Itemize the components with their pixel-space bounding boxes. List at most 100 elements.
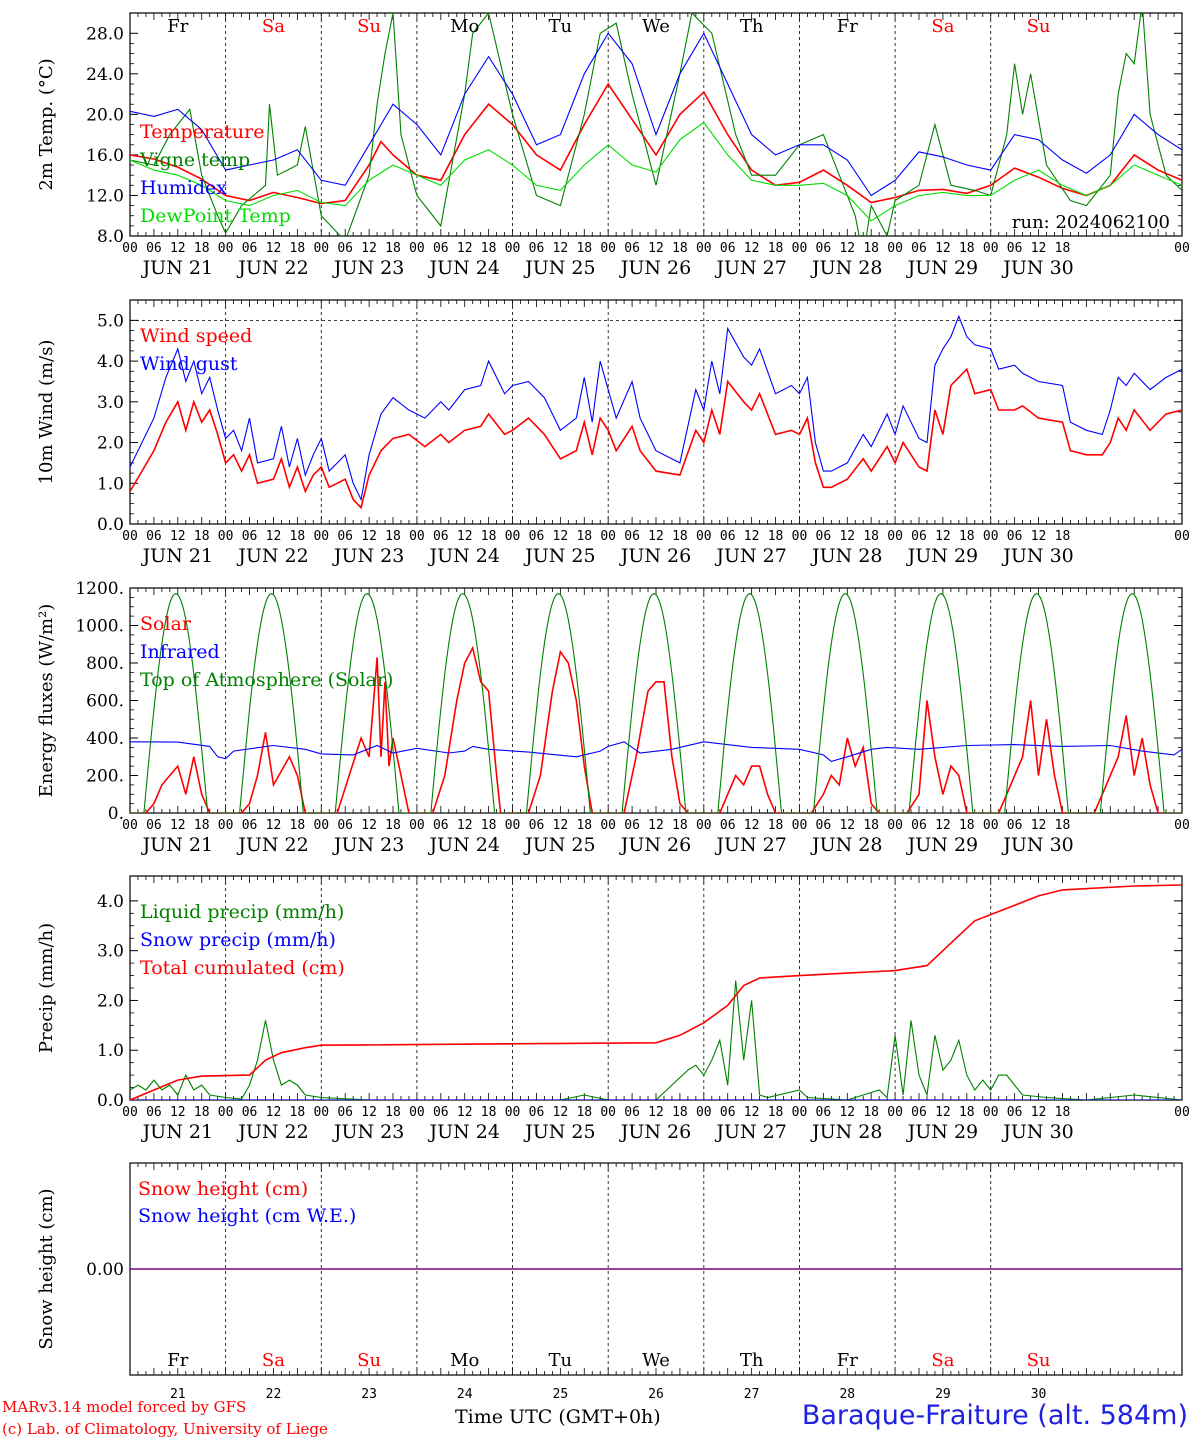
date-label: JUN 22 <box>236 257 308 279</box>
hour-tick-label: 06 <box>337 241 353 256</box>
hour-tick-label: 00 <box>983 529 999 544</box>
hour-tick-label: 12 <box>935 241 951 256</box>
date-label: JUN 28 <box>810 834 882 856</box>
plot-frame <box>129 12 1183 237</box>
date-label: JUN 28 <box>810 1121 882 1143</box>
date-label: JUN 22 <box>236 834 308 856</box>
hour-tick-label: 12 <box>361 241 377 256</box>
hour-tick-label: 06 <box>720 818 736 833</box>
date-label: JUN 22 <box>236 545 308 567</box>
hour-tick-label: 06 <box>146 241 162 256</box>
weekday-label: Tu <box>549 1350 573 1371</box>
hour-tick-label: 18 <box>959 529 975 544</box>
date-label: JUN 29 <box>906 1121 978 1143</box>
hour-tick-label: 18 <box>290 529 306 544</box>
hour-tick-label: 18 <box>672 529 688 544</box>
hour-tick-label: 18 <box>194 241 210 256</box>
station-name: Baraque-Fraiture (alt. 584m) <box>801 1400 1188 1431</box>
hour-tick-label: 12 <box>1031 818 1047 833</box>
weekday-label: Fr <box>167 1350 188 1371</box>
hour-tick-label: 00 <box>600 1105 616 1120</box>
y-tick-label: 0.00 <box>86 1260 124 1280</box>
weekday-label: Su <box>357 16 381 37</box>
series-line-total-cumulated-cm- <box>130 884 1182 1100</box>
legend-total-cumulated-cm-: Total cumulated (cm) <box>140 957 345 979</box>
hour-tick-label: 12 <box>553 241 569 256</box>
hour-tick-label: 00 <box>792 1105 808 1120</box>
y-tick-label: 4.0 <box>97 352 124 372</box>
y-tick-label: 1200. <box>75 579 124 599</box>
weekday-label: We <box>642 16 670 37</box>
hour-tick-label: 06 <box>433 1105 449 1120</box>
y-axis-label: 2m Temp. (°C) <box>36 58 57 190</box>
hour-tick-label: 12 <box>648 241 664 256</box>
legend-snow-height-cm-w-e-: Snow height (cm W.E.) <box>138 1205 356 1227</box>
hour-tick-label: 00 <box>887 241 903 256</box>
hour-tick-label: 00 <box>505 529 521 544</box>
legend-wind-gust: Wind gust <box>140 353 238 375</box>
hour-tick-label: 06 <box>911 241 927 256</box>
y-tick-label: 1.0 <box>97 474 124 494</box>
hour-tick-label: 06 <box>624 818 640 833</box>
hour-tick-label: 06 <box>1007 1105 1023 1120</box>
y-tick-label: 1000. <box>75 617 124 637</box>
hour-tick-label: 06 <box>911 1105 927 1120</box>
y-tick-label: 400. <box>86 729 124 749</box>
plot-frame <box>129 299 1183 525</box>
legend-dewpoint-temp: DewPoint Temp <box>140 205 291 227</box>
hour-tick-label: 12 <box>648 818 664 833</box>
hour-tick-label: 12 <box>553 818 569 833</box>
panel-energy: 0. 200. 400. 600. 800. 1000. 1200. Energy fluxe… <box>36 579 1190 856</box>
series-line-liquid-precip-mm-h- <box>130 980 1182 1100</box>
legend-snow-height-cm-: Snow height (cm) <box>138 1178 308 1200</box>
hour-tick-label: 18 <box>768 1105 784 1120</box>
hour-tick-label: 00 <box>218 529 234 544</box>
y-tick-label: 800. <box>86 654 124 674</box>
hour-tick-label: 00 <box>983 818 999 833</box>
hour-tick-label: 18 <box>481 529 497 544</box>
hour-tick-label: 12 <box>935 818 951 833</box>
date-label: JUN 27 <box>714 834 786 856</box>
date-label: JUN 30 <box>1001 834 1073 856</box>
weekday-label: Sa <box>262 1350 285 1371</box>
hour-tick-label: 12 <box>935 529 951 544</box>
series-layer <box>130 314 1182 510</box>
panel-wind: 0.0 1.0 2.0 3.0 4.0 5.0 10m Wind (m/s) Wind spe… <box>36 299 1190 567</box>
hour-tick-label: 12 <box>1031 529 1047 544</box>
weekday-label: Fr <box>837 16 858 37</box>
hour-tick-label: 06 <box>433 241 449 256</box>
y-tick-label: 28.0 <box>86 24 124 44</box>
y-tick-label: 200. <box>86 767 124 787</box>
weekday-label: Mo <box>450 16 479 37</box>
weekday-label: Su <box>1027 1350 1051 1371</box>
y-tick-label: 4.0 <box>97 892 124 912</box>
hour-tick-label: 18 <box>576 241 592 256</box>
hour-tick-label: 00 <box>122 1105 138 1120</box>
hour-tick-label: 00 <box>696 241 712 256</box>
hour-tick-label: 18 <box>290 818 306 833</box>
hour-tick-label: 12 <box>361 818 377 833</box>
date-label: JUN 21 <box>141 257 213 279</box>
date-label: JUN 26 <box>619 545 691 567</box>
hour-tick-label: 12 <box>839 1105 855 1120</box>
hour-tick-label: 00 <box>409 1105 425 1120</box>
hour-tick-label: 18 <box>576 529 592 544</box>
hour-tick-label: 12 <box>457 529 473 544</box>
hour-tick-label: 00 <box>122 818 138 833</box>
hour-tick-label: 00 <box>983 241 999 256</box>
hour-tick-label: 12 <box>744 818 760 833</box>
hour-tick-label: 18 <box>194 529 210 544</box>
y-axis-label: Precip (mm/h) <box>36 923 57 1053</box>
date-label: JUN 24 <box>427 545 499 567</box>
hour-tick-label: 06 <box>529 1105 545 1120</box>
hour-tick-label: 18 <box>1055 529 1071 544</box>
hour-tick-label: 00 <box>313 1105 329 1120</box>
hour-tick-label: 06 <box>1007 241 1023 256</box>
hour-tick-label: 18 <box>481 241 497 256</box>
hour-tick-label: 12 <box>457 241 473 256</box>
hour-tick-label: 06 <box>624 1105 640 1120</box>
hour-tick-label: 18 <box>1055 818 1071 833</box>
hour-tick-label: 18 <box>768 241 784 256</box>
date-label: JUN 28 <box>810 545 882 567</box>
legend-solar: Solar <box>140 613 192 635</box>
